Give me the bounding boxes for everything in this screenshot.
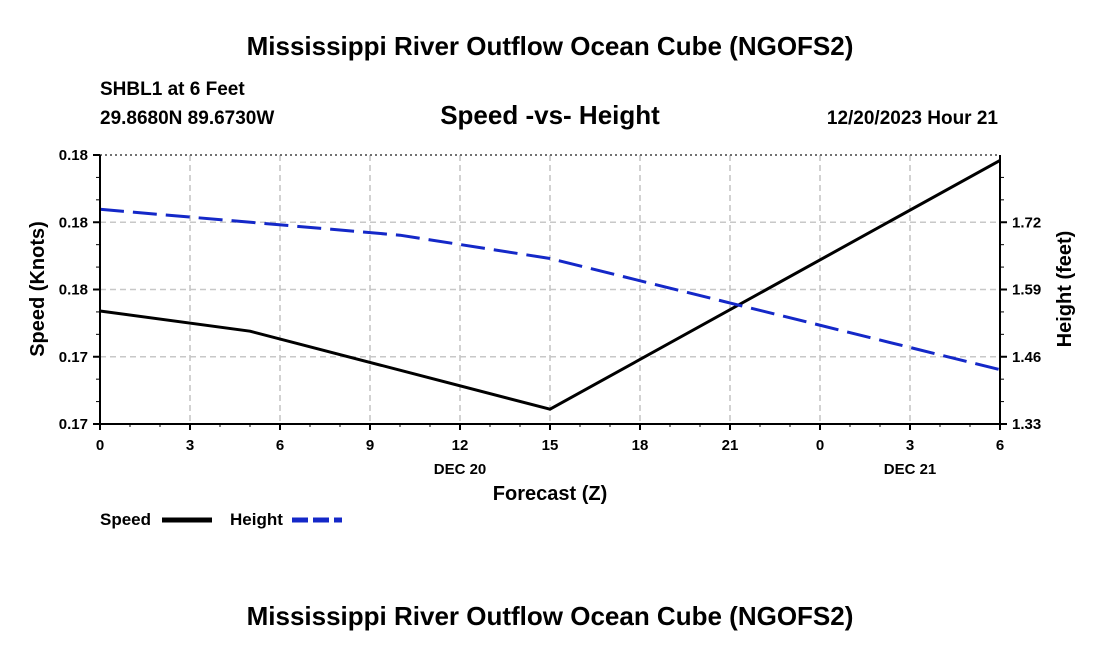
- x-tick-label: 0: [816, 437, 824, 454]
- y-tick-label: 0.18: [59, 282, 88, 299]
- legend-speed-label: Speed: [100, 510, 151, 529]
- x-tick-label: 3: [186, 437, 194, 454]
- x-date-label: DEC 21: [884, 461, 937, 478]
- legend-height-label: Height: [230, 510, 283, 529]
- x-tick-label: 6: [276, 437, 284, 454]
- x-date-label: DEC 20: [434, 461, 487, 478]
- x-tick-label: 18: [632, 437, 649, 454]
- y2-axis-title: Height (feet): [1054, 231, 1076, 348]
- coordinates-label: 29.8680N 89.6730W: [100, 108, 274, 129]
- x-tick-label: 6: [996, 437, 1004, 454]
- y-tick-label: 0.18: [59, 214, 88, 231]
- forecast-datetime: 12/20/2023 Hour 21: [827, 108, 999, 129]
- x-tick-label: 3: [906, 437, 914, 454]
- x-tick-label: 0: [96, 437, 104, 454]
- x-tick-label: 9: [366, 437, 374, 454]
- y2-tick-label: 1.72: [1012, 214, 1041, 231]
- plot-title: Speed -vs- Height: [440, 100, 660, 130]
- series-line-height: [99, 207, 1001, 372]
- legend: Speed Height: [100, 510, 342, 529]
- y-axis-title: Speed (Knots): [27, 221, 49, 357]
- x-tick-label: 21: [722, 437, 739, 454]
- y2-tick-label: 1.59: [1012, 282, 1041, 299]
- main-title: Mississippi River Outflow Ocean Cube (NG…: [247, 31, 854, 61]
- grid-lines: [100, 154, 1000, 424]
- x-tick-label: 15: [542, 437, 559, 454]
- series-line-speed: [99, 159, 1001, 411]
- x-tick-label: 12: [452, 437, 469, 454]
- station-label: SHBL1 at 6 Feet: [100, 79, 245, 100]
- y2-tick-label: 1.46: [1012, 349, 1041, 366]
- y-tick-label: 0.17: [59, 416, 88, 433]
- y-tick-label: 0.17: [59, 349, 88, 366]
- data-series: [99, 159, 1001, 411]
- y-tick-label: 0.18: [59, 147, 88, 164]
- x-axis-title: Forecast (Z): [493, 483, 607, 505]
- axis-ticks: 0 3 6 9 12 15 18 21 0 3 6 DEC 20 DEC 21 0.17 0.17 0.18 0…: [59, 147, 1041, 478]
- footer-title: Mississippi River Outflow Ocean Cube (NG…: [247, 601, 854, 631]
- y2-tick-label: 1.33: [1012, 416, 1041, 433]
